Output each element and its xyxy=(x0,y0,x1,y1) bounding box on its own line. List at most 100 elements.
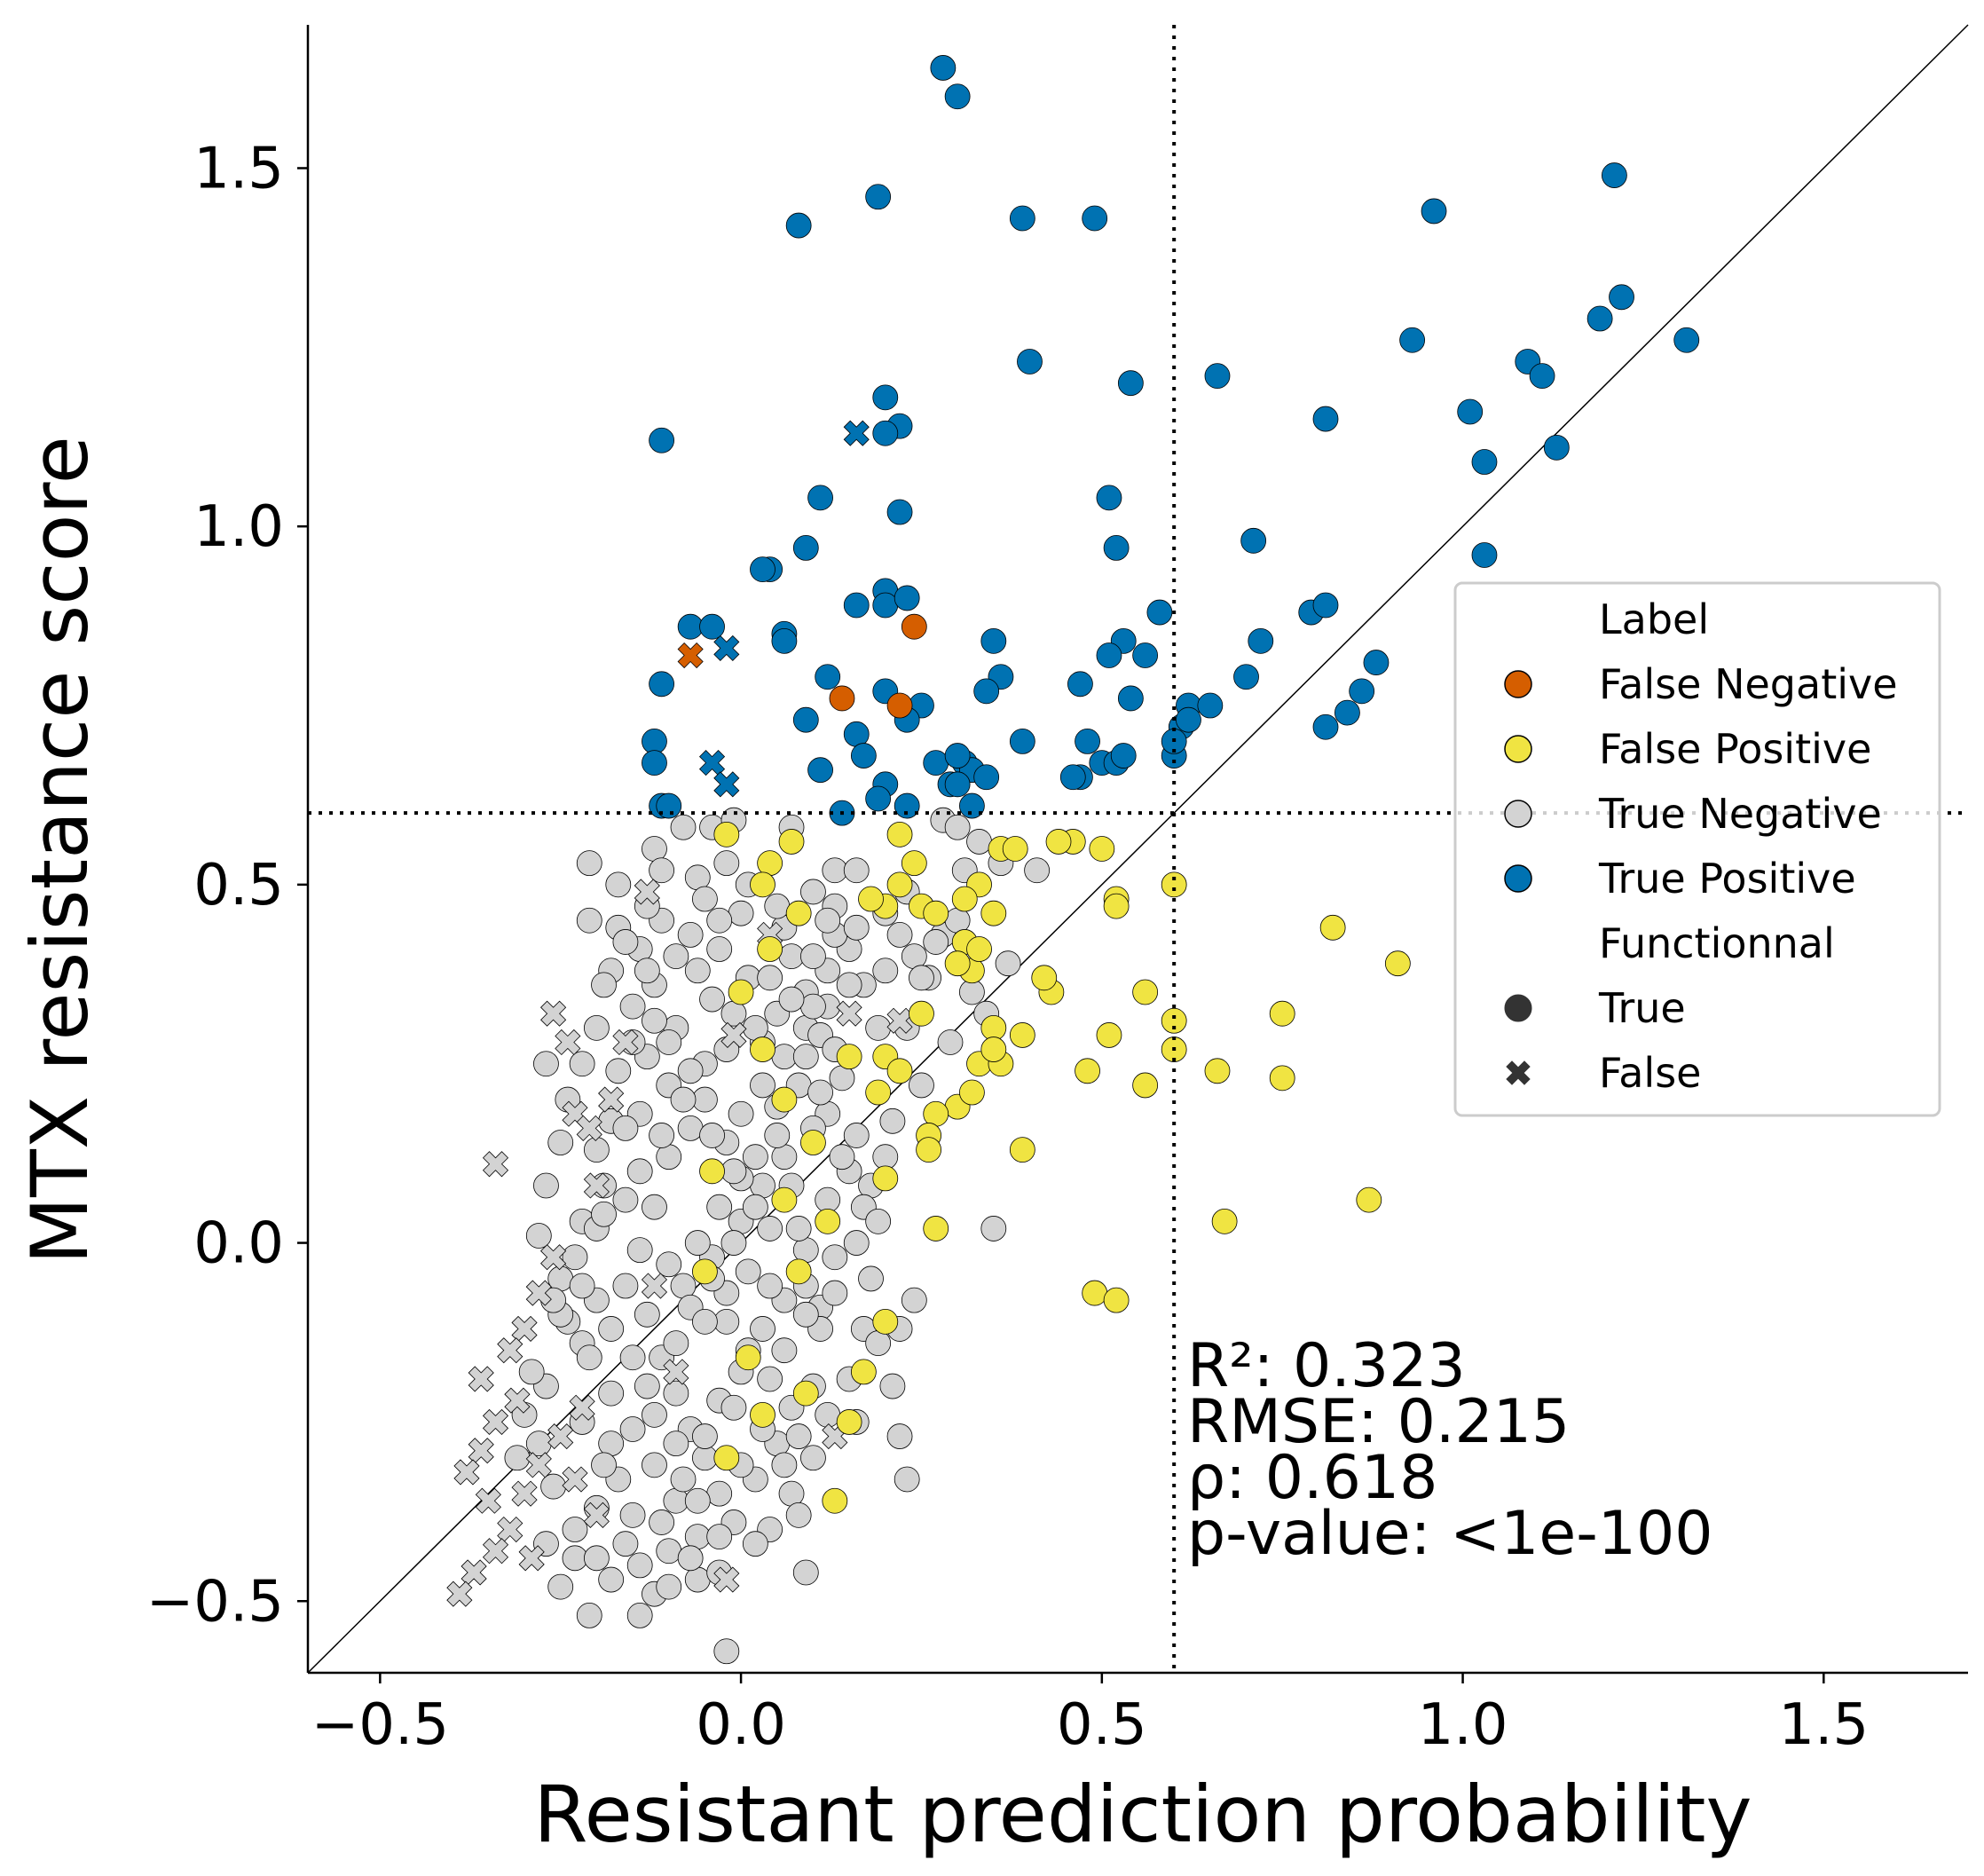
point-true-negative xyxy=(706,907,733,934)
point-false-positive xyxy=(1103,1287,1130,1313)
point-false-positive xyxy=(785,1258,812,1285)
point-true-negative xyxy=(525,1431,552,1457)
point-false-positive xyxy=(1132,979,1159,1005)
point-true-negative xyxy=(742,1014,768,1041)
point-true-negative xyxy=(642,1452,667,1478)
point-false-positive xyxy=(1002,836,1028,862)
point-true-negative xyxy=(966,829,992,855)
point-true-negative xyxy=(843,1123,870,1148)
legend-label-functional-true: True xyxy=(1598,984,1686,1032)
point-true-positive xyxy=(1103,534,1130,561)
point-true-negative-non-functional xyxy=(598,1086,625,1113)
point-true-negative xyxy=(642,1194,667,1220)
point-true-negative xyxy=(836,972,862,998)
point-true-negative xyxy=(771,1044,798,1070)
point-true-negative-non-functional xyxy=(511,1315,538,1343)
point-true-positive xyxy=(973,764,1000,791)
point-true-negative xyxy=(937,1029,964,1055)
point-true-negative xyxy=(750,1316,775,1342)
point-true-negative xyxy=(699,986,725,1013)
point-true-negative xyxy=(750,1072,775,1099)
point-false-positive xyxy=(1031,965,1058,991)
point-true-negative xyxy=(901,943,927,970)
point-true-negative xyxy=(815,1186,841,1213)
point-true-negative-non-functional xyxy=(482,1408,509,1435)
point-true-negative xyxy=(576,907,602,934)
point-false-positive xyxy=(757,850,783,877)
point-true-negative xyxy=(800,879,826,905)
point-true-negative xyxy=(785,1216,812,1241)
stat-pvalue: p-value: <1e-100 xyxy=(1187,1499,1713,1569)
point-true-negative xyxy=(692,886,718,912)
point-true-negative xyxy=(742,1531,768,1557)
point-true-negative xyxy=(692,1308,718,1335)
point-true-negative xyxy=(670,1466,697,1493)
point-true-positive xyxy=(1132,642,1159,668)
point-false-positive xyxy=(865,1079,892,1106)
point-true-positive xyxy=(1349,678,1375,705)
point-true-positive xyxy=(1146,599,1173,626)
point-true-negative xyxy=(562,1244,588,1271)
point-true-negative xyxy=(886,1423,913,1449)
point-false-positive xyxy=(1269,1000,1295,1027)
point-true-positive xyxy=(1197,692,1224,719)
point-true-positive xyxy=(959,792,985,819)
point-true-negative xyxy=(562,1545,588,1572)
stat-r2: R²: 0.323 xyxy=(1187,1331,1466,1401)
point-true-positive xyxy=(1009,728,1035,754)
point-true-negative xyxy=(706,936,733,962)
point-true-negative-non-functional xyxy=(497,1337,524,1364)
y-tick-label: 0.5 xyxy=(193,853,284,918)
point-false-positive xyxy=(1089,836,1115,862)
point-true-negative xyxy=(576,850,602,877)
point-false-positive xyxy=(1045,829,1072,855)
y-tick-label: 1.0 xyxy=(193,494,284,560)
point-false-positive xyxy=(1082,1280,1108,1306)
point-true-negative xyxy=(649,1123,675,1148)
point-true-negative-non-functional xyxy=(468,1438,494,1464)
point-true-positive xyxy=(1421,198,1447,225)
point-true-negative xyxy=(656,1538,682,1565)
legend-label-false-positive: False Positive xyxy=(1599,725,1871,773)
point-false-positive xyxy=(771,1086,798,1113)
point-true-negative xyxy=(757,1216,783,1241)
point-true-negative xyxy=(706,1194,733,1220)
point-true-negative xyxy=(626,1603,653,1628)
point-true-negative xyxy=(894,1466,920,1493)
point-true-negative xyxy=(815,907,841,934)
point-true-positive xyxy=(1009,205,1035,232)
point-true-negative xyxy=(533,1172,559,1199)
point-true-positive xyxy=(872,384,899,411)
point-true-negative xyxy=(858,1265,884,1292)
point-true-negative xyxy=(598,1316,625,1342)
point-true-negative-non-functional xyxy=(475,1487,501,1514)
point-true-negative xyxy=(642,836,667,862)
point-true-positive xyxy=(785,212,812,239)
point-true-positive xyxy=(850,743,877,769)
point-false-positive xyxy=(692,1258,718,1285)
point-true-negative xyxy=(720,1230,747,1256)
point-true-negative xyxy=(598,1566,625,1593)
point-true-positive xyxy=(886,499,913,525)
point-false-positive xyxy=(980,900,1007,926)
point-true-negative xyxy=(829,1144,855,1171)
point-true-negative xyxy=(583,1014,610,1041)
point-false-positive xyxy=(944,950,971,977)
point-true-negative-non-functional xyxy=(886,1007,913,1034)
point-true-negative xyxy=(626,1158,653,1185)
point-true-positive xyxy=(944,743,971,769)
point-false-positive xyxy=(858,886,884,912)
point-true-negative xyxy=(525,1223,552,1249)
point-true-positive xyxy=(923,750,949,776)
point-false-positive xyxy=(792,1380,819,1407)
point-true-negative xyxy=(822,1244,848,1271)
point-true-negative-non-functional xyxy=(576,1115,602,1141)
point-true-positive xyxy=(649,427,675,453)
point-true-negative xyxy=(980,1216,1007,1241)
points-layer xyxy=(446,55,1700,1665)
point-true-negative xyxy=(995,950,1021,977)
point-true-positive xyxy=(843,592,870,619)
point-true-negative xyxy=(576,1603,602,1628)
point-true-positive-non-functional xyxy=(713,635,740,661)
point-true-negative xyxy=(670,1273,697,1299)
